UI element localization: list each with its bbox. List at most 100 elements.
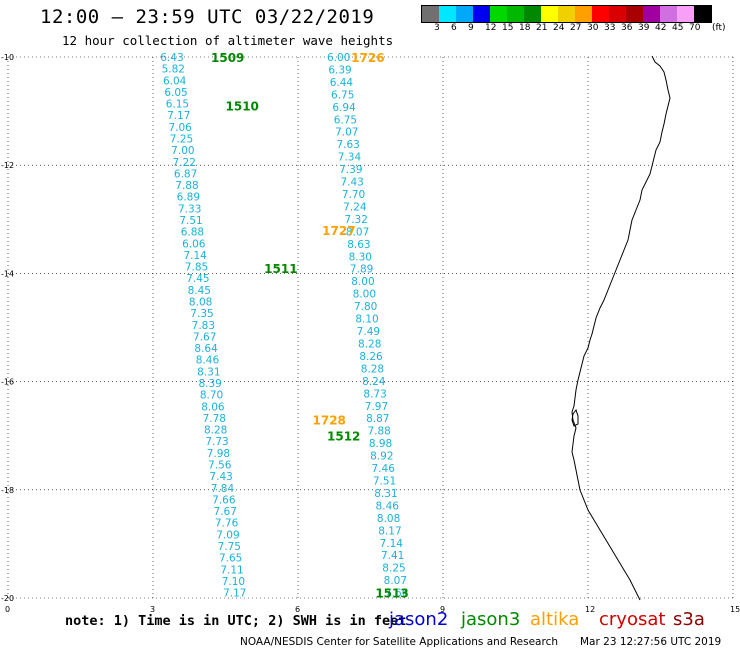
swh-value-altika: 8.28 (361, 363, 384, 375)
swh-value-altika: 8.28 (358, 338, 381, 350)
swh-value-jason3: 6.89 (177, 192, 200, 204)
colorbar-label: (ft) (712, 23, 726, 33)
swh-value-jason3: 6.43 (160, 52, 183, 64)
swh-value-jason3: 7.85 (185, 262, 208, 274)
swh-value-jason3: 7.35 (190, 308, 213, 320)
swh-value-jason3: 8.08 (189, 297, 212, 309)
swh-value-altika: 6.44 (330, 77, 354, 89)
swh-value-jason3: 6.04 (163, 75, 187, 87)
map-subtitle: 12 hour collection of altimeter wave hei… (62, 33, 394, 48)
swh-value-jason3: 7.98 (207, 448, 230, 460)
swh-value-altika: 7.89 (350, 264, 373, 276)
swh-value-altika: 8.00 (351, 276, 374, 288)
swh-value-jason3: 7.76 (215, 518, 239, 530)
swh-value-altika: 8.10 (355, 314, 378, 326)
swh-value-altika: 7.24 (343, 201, 367, 213)
swh-value-jason3: 8.28 (204, 425, 227, 437)
swh-value-jason3: 8.31 (197, 366, 220, 378)
swh-value-jason3: 7.88 (175, 180, 198, 192)
swh-value-altika: 8.31 (374, 488, 397, 500)
legend-altika: altika (530, 609, 580, 630)
swh-value-jason3: 7.83 (192, 320, 215, 332)
swh-value-altika: 6.75 (334, 114, 357, 126)
swh-value-jason3: 6.87 (174, 168, 197, 180)
map-title: 12:00 — 23:59 UTC 03/22/2019 (40, 6, 375, 28)
pass-label-altika: 1727 (322, 224, 355, 238)
coastline-inlet (571, 408, 579, 427)
pass-label-jason3: 1512 (327, 430, 360, 444)
colorbar-label: 45 (672, 23, 684, 33)
swh-value-altika: 7.49 (357, 326, 380, 338)
colorbar-label: 18 (519, 23, 531, 33)
legend-s3a: s3a (673, 609, 705, 630)
pass-label-jason3: 1509 (211, 51, 244, 65)
swh-value-jason3: 7.73 (205, 436, 228, 448)
swh-value-jason3: 5.82 (162, 64, 185, 76)
swh-value-altika: 8.00 (353, 289, 376, 301)
y-tick-label: -12 (1, 161, 14, 170)
swh-value-jason3: 7.33 (178, 203, 201, 215)
swh-value-jason3: 7.06 (168, 122, 192, 134)
legend-jason3: jason3 (461, 609, 521, 630)
swh-value-jason3: 7.10 (222, 576, 245, 588)
y-tick-label: -18 (1, 486, 14, 495)
swh-value-altika: 6.39 (328, 64, 351, 76)
swh-value-jason3: 8.70 (200, 390, 223, 402)
swh-value-jason3: 7.56 (208, 460, 232, 472)
swh-value-altika: 7.32 (345, 214, 368, 226)
units-note: note: 1) Time is in UTC; 2) SWH is in fe… (65, 613, 407, 629)
colorbar-label: 6 (451, 23, 457, 33)
colorbar-label: 12 (485, 23, 497, 33)
swh-value-altika: 8.24 (362, 376, 386, 388)
swh-value-jason3: 7.51 (179, 215, 202, 227)
swh-value-altika: 8.25 (382, 563, 405, 575)
colorbar-swatch (677, 6, 694, 22)
colorbar-label: 27 (570, 23, 582, 33)
colorbar-swatch (643, 6, 660, 22)
swh-value-altika: 8.87 (366, 413, 389, 425)
colorbar-swatch (541, 6, 558, 22)
pass-label-jason3: 1511 (264, 262, 297, 276)
swh-value-jason3: 7.14 (183, 250, 207, 262)
y-tick-label: -10 (1, 53, 14, 62)
swh-value-altika: 7.97 (365, 401, 388, 413)
swh-value-altika: 7.46 (372, 463, 396, 475)
swh-value-jason3: 6.05 (164, 87, 187, 99)
swh-value-jason3: 7.67 (214, 506, 237, 518)
swh-value-jason3: 7.45 (186, 273, 209, 285)
swh-value-altika: 8.73 (363, 388, 386, 400)
swh-value-altika: 7.80 (354, 301, 377, 313)
swh-value-altika: 7.14 (380, 538, 404, 550)
swh-value-jason3: 6.15 (166, 99, 189, 111)
swh-value-altika: 7.07 (335, 127, 358, 139)
swh-value-altika: 8.30 (349, 251, 372, 263)
swh-value-jason3: 7.09 (216, 529, 239, 541)
swh-value-altika: 8.46 (376, 500, 400, 512)
swh-tracks: 6.435.826.046.056.157.177.067.257.007.22… (160, 52, 408, 600)
swh-value-jason3: 7.25 (170, 134, 193, 146)
swh-value-altika: 8.17 (378, 525, 401, 537)
swh-value-altika: 8.98 (369, 438, 392, 450)
swh-value-jason3: 8.64 (194, 343, 218, 355)
swh-value-altika: 8.26 (359, 351, 383, 363)
swh-value-altika: 7.34 (338, 152, 362, 164)
swh-value-jason3: 8.45 (188, 285, 211, 297)
swh-value-altika: 7.66 (385, 588, 409, 600)
colorbar-swatch (490, 6, 507, 22)
swh-value-jason3: 7.65 (219, 553, 242, 565)
pass-label-jason3: 1510 (226, 100, 259, 114)
swh-value-altika: 7.70 (342, 189, 365, 201)
colorbar-label: 15 (502, 23, 514, 33)
x-tick-label: 9 (440, 605, 445, 614)
swh-value-altika: 7.39 (339, 164, 362, 176)
swh-value-jason3: 7.43 (209, 471, 232, 483)
swh-value-jason3: 7.66 (212, 494, 236, 506)
x-tick-label: 12 (585, 605, 595, 614)
colorbar-swatch (626, 6, 643, 22)
swh-value-jason3: 7.22 (173, 157, 196, 169)
pass-label-jason3: 1513 (375, 587, 408, 601)
y-tick-label: -14 (1, 269, 14, 278)
swh-value-altika: 8.07 (384, 575, 407, 587)
y-tick-label: -16 (1, 378, 14, 387)
